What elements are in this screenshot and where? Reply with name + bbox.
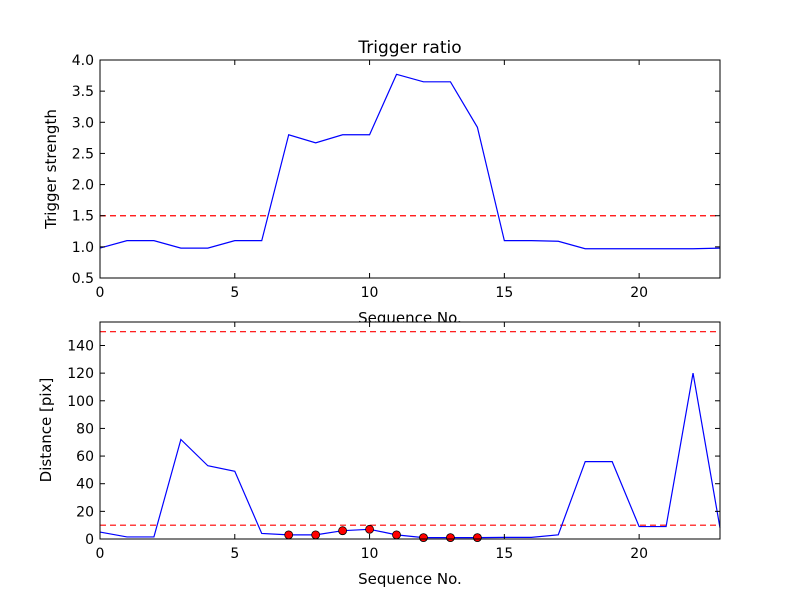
bottom-data-point xyxy=(284,530,294,540)
bottom-x-tick-label: 15 xyxy=(495,546,513,562)
bottom-y-tick-label: 40 xyxy=(76,477,94,493)
top-y-tick-label: 1.0 xyxy=(72,240,94,256)
top-plot-area xyxy=(100,60,720,278)
top-panel: 0 5 10 15 20 0.5 1.0 1.5 2.0 2.5 3.0 3.5 4.0 Trigger… xyxy=(42,38,721,327)
bottom-x-tick-label: 10 xyxy=(361,546,379,562)
bottom-y-tick-label: 80 xyxy=(76,421,94,437)
bottom-plot-frame xyxy=(99,321,721,540)
bottom-y-tick-label: 120 xyxy=(67,366,94,382)
bottom-data-point xyxy=(419,533,428,543)
top-y-tick-label: 0.5 xyxy=(72,271,94,287)
bottom-data-point xyxy=(338,526,348,536)
bottom-y-tick-label: 100 xyxy=(67,394,94,410)
bottom-data-point xyxy=(472,533,482,543)
bottom-plot-area xyxy=(100,322,720,539)
bottom-y-tick-label: 140 xyxy=(67,338,94,354)
bottom-data-point xyxy=(392,530,401,540)
bottom-x-tick-label: 0 xyxy=(96,546,105,562)
bottom-x-axis-label: Sequence No. xyxy=(358,570,462,588)
top-chart-title: Trigger ratio xyxy=(357,38,461,58)
top-series-line xyxy=(99,73,721,250)
bottom-data-point xyxy=(311,530,321,540)
top-x-tick-label: 20 xyxy=(630,285,648,301)
top-x-tick-label: 0 xyxy=(96,285,105,301)
top-x-tick-label: 15 xyxy=(495,285,513,301)
bottom-series-line xyxy=(99,373,721,539)
bottom-y-tick-label: 0 xyxy=(85,532,94,548)
top-y-tick-label: 2.5 xyxy=(72,146,94,162)
top-x-tick-label: 10 xyxy=(361,285,379,301)
top-y-tick-label: 3.0 xyxy=(72,115,94,131)
bottom-y-tick-label: 20 xyxy=(76,504,94,520)
top-y-tick-label: 2.0 xyxy=(72,178,94,194)
bottom-data-point xyxy=(365,524,374,534)
top-x-tick-label: 5 xyxy=(230,285,239,301)
bottom-y-axis-label: Distance [pix] xyxy=(37,378,55,483)
top-y-tick-label: 3.5 xyxy=(72,84,94,100)
bottom-x-tick-label: 5 xyxy=(230,546,239,562)
top-plot-frame xyxy=(99,59,721,279)
bottom-x-tick-label: 20 xyxy=(630,546,648,562)
top-y-axis-label: Trigger strength xyxy=(42,109,60,230)
top-y-tick-label: 4.0 xyxy=(72,53,94,69)
top-y-tick-label: 1.5 xyxy=(72,209,94,225)
bottom-data-point xyxy=(446,533,455,543)
bottom-y-tick-label: 60 xyxy=(76,449,94,465)
